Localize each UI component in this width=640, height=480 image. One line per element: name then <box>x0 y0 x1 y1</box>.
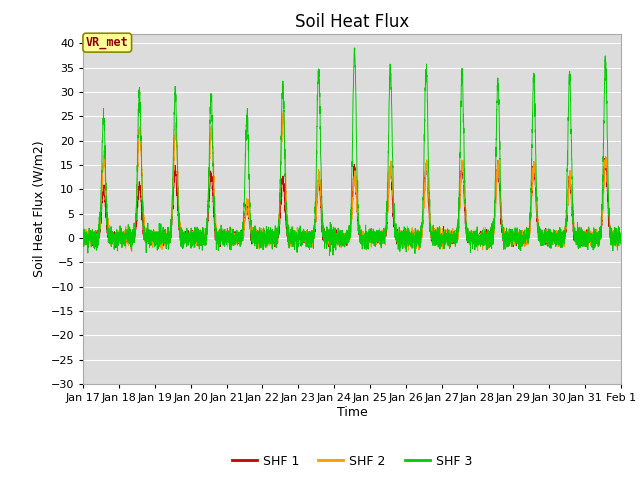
Legend: SHF 1, SHF 2, SHF 3: SHF 1, SHF 2, SHF 3 <box>227 450 477 473</box>
X-axis label: Time: Time <box>337 406 367 419</box>
Y-axis label: Soil Heat Flux (W/m2): Soil Heat Flux (W/m2) <box>32 141 45 277</box>
Text: VR_met: VR_met <box>86 36 129 49</box>
Title: Soil Heat Flux: Soil Heat Flux <box>295 12 409 31</box>
